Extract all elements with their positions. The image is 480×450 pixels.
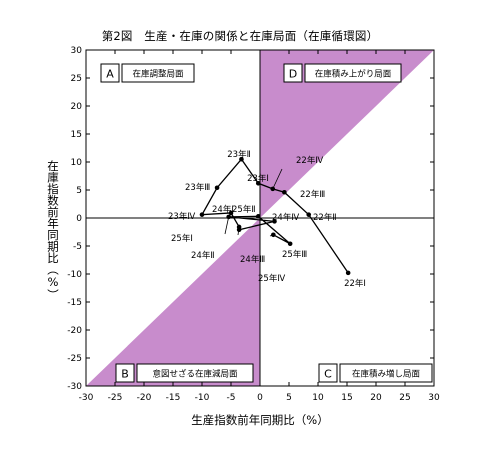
y-tick-label: 30 bbox=[71, 46, 83, 56]
quadrant-letter-box bbox=[318, 363, 338, 383]
data-point bbox=[306, 212, 312, 217]
data-label: 22年Ⅲ bbox=[300, 189, 325, 200]
x-tick-label: -15 bbox=[166, 393, 181, 403]
quadrant-letter: A bbox=[106, 68, 114, 81]
data-label: 25年Ⅲ bbox=[282, 249, 307, 260]
quadrant-label: 在庫積み上がり局面 bbox=[315, 69, 392, 80]
data-label: 22年Ⅰ bbox=[344, 278, 366, 289]
data-label: 23年Ⅱ bbox=[227, 149, 251, 160]
quadrant-label-box bbox=[304, 63, 402, 83]
data-point bbox=[239, 156, 244, 162]
data-label: 23年Ⅳ bbox=[168, 211, 195, 222]
y-tick-label: -10 bbox=[67, 270, 82, 280]
y-tick-label: -30 bbox=[67, 382, 82, 392]
chart-title: 第2図 生産・在庫の関係と在庫局面（在庫循環図） bbox=[101, 29, 379, 43]
data-label: 22年Ⅱ bbox=[313, 212, 337, 223]
data-point bbox=[236, 227, 242, 233]
y-tick-label: 25 bbox=[71, 74, 82, 84]
y-tick-label: 20 bbox=[71, 102, 83, 112]
data-point bbox=[228, 210, 234, 216]
y-tick-label: 0 bbox=[76, 214, 82, 224]
x-tick-label: 15 bbox=[341, 393, 352, 403]
x-axis-label: 生産指数前年同期比（%） bbox=[191, 413, 329, 427]
y-tick-label: 10 bbox=[71, 158, 83, 168]
shade-region-lower bbox=[86, 218, 260, 386]
y-tick-label: 15 bbox=[71, 130, 82, 140]
x-tick-label: 30 bbox=[428, 393, 440, 403]
data-point bbox=[214, 185, 220, 191]
x-tick-label: -25 bbox=[108, 393, 123, 403]
quadrant-label: 意図せざる在庫減局面 bbox=[152, 369, 238, 380]
quadrant-letter: B bbox=[121, 368, 129, 381]
data-label: 25年Ⅰ bbox=[171, 233, 193, 244]
x-tick-label: -20 bbox=[137, 393, 152, 403]
y-tick-label: -25 bbox=[67, 354, 82, 364]
data-point bbox=[272, 219, 277, 224]
data-label: 24年Ⅲ bbox=[240, 254, 265, 265]
quadrant-label-box bbox=[339, 363, 433, 383]
quadrant-label: 在庫調整局面 bbox=[132, 69, 184, 80]
data-label: 22年Ⅳ bbox=[296, 155, 323, 166]
x-tick-label: 20 bbox=[370, 393, 382, 403]
quadrant-letter: D bbox=[289, 68, 297, 81]
quadrant-letter: C bbox=[324, 368, 332, 381]
quadrant-letter-box bbox=[283, 63, 303, 83]
data-label: 25年Ⅳ bbox=[258, 273, 285, 284]
y-axis-label: 在庫指数前年同期比（%） bbox=[46, 160, 60, 301]
quadrant-label: 在庫積み増し局面 bbox=[352, 369, 421, 380]
data-label-leader bbox=[269, 234, 274, 237]
data-label-leader bbox=[272, 168, 283, 190]
y-tick-label: 5 bbox=[76, 186, 82, 196]
data-label: 25年Ⅱ bbox=[232, 204, 256, 215]
x-tick-label: -30 bbox=[79, 393, 94, 403]
x-tick-label: 25 bbox=[399, 393, 410, 403]
shade-region-upper bbox=[260, 50, 434, 218]
x-tick-label: 10 bbox=[312, 393, 324, 403]
data-label: 24年Ⅳ bbox=[272, 212, 299, 223]
x-tick-label: 5 bbox=[286, 393, 292, 403]
data-point bbox=[199, 212, 205, 217]
data-label: 23年Ⅰ bbox=[247, 173, 269, 184]
data-line bbox=[200, 158, 349, 274]
data-point bbox=[345, 270, 351, 276]
data-label: 24年Ⅱ bbox=[191, 250, 215, 261]
data-label: 23年Ⅲ bbox=[185, 182, 210, 193]
quadrant-letter-box bbox=[115, 363, 135, 383]
quadrant-letter-box bbox=[100, 63, 120, 83]
y-tick-label: -20 bbox=[67, 326, 82, 336]
y-tick-label: -5 bbox=[73, 242, 82, 252]
quadrant-label-box bbox=[136, 363, 254, 383]
data-label: 24年Ⅰ bbox=[212, 204, 234, 215]
data-point bbox=[282, 189, 287, 195]
x-tick-label: -10 bbox=[195, 393, 210, 403]
data-point bbox=[271, 232, 276, 238]
y-tick-label: -15 bbox=[67, 298, 82, 308]
data-point bbox=[287, 241, 293, 247]
data-label-leader bbox=[224, 216, 230, 235]
data-point bbox=[255, 180, 261, 186]
x-tick-label: -5 bbox=[227, 393, 236, 403]
x-tick-label: 0 bbox=[257, 393, 263, 403]
data-point bbox=[255, 214, 261, 219]
quadrant-label-box bbox=[121, 63, 195, 83]
